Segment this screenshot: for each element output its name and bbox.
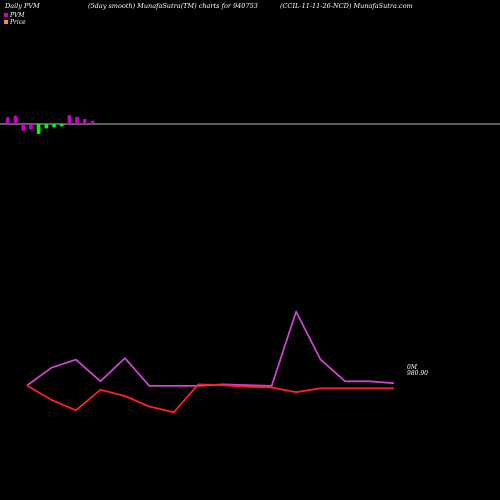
pvm-bar	[75, 116, 79, 124]
legend-pvm-label: PVM	[9, 12, 25, 19]
pvm-bar	[67, 115, 72, 124]
price-lines	[26, 310, 395, 414]
pvm-bar	[6, 117, 10, 124]
pvm-series-line	[26, 310, 395, 387]
pvm-bar	[52, 124, 56, 128]
chart-title-middle: (5day smooth) MunafaSutra(TM) charts for…	[88, 2, 258, 10]
price-series-line	[26, 383, 394, 414]
legend-price-label: Price	[9, 19, 26, 26]
pvm-bar	[59, 124, 64, 127]
pvm-bar	[13, 115, 18, 124]
pvm-bars	[6, 115, 95, 134]
pvm-bar	[21, 124, 25, 131]
pvm-bar	[36, 124, 41, 134]
price-annotation: 980.90	[407, 370, 428, 377]
pvm-annotation: 0M	[407, 364, 418, 371]
pvm-bar	[90, 120, 95, 124]
legend: PVM Price	[4, 12, 26, 26]
pvm-bar	[83, 119, 87, 124]
pvm-bar	[44, 124, 49, 129]
chart-title-left: Daily PVM	[4, 2, 40, 10]
chart-title-right: (CCIL-11-11-26-NCD) MunafaSutra.com	[280, 2, 413, 10]
legend-price-swatch	[4, 20, 8, 24]
pvm-bar	[29, 124, 33, 130]
legend-pvm-swatch	[4, 13, 8, 17]
